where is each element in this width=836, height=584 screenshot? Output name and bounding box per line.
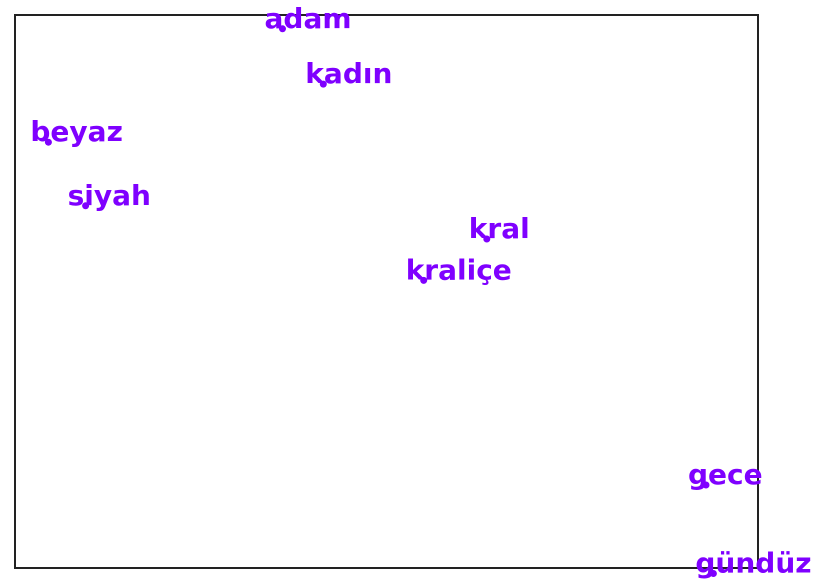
data-point-5 (420, 276, 428, 284)
data-point-3 (82, 202, 90, 210)
point-label-4: kral (469, 212, 530, 245)
point-label-3: siyah (68, 179, 151, 212)
data-point-4 (483, 235, 491, 243)
data-point-2 (44, 138, 52, 146)
point-label-2: beyaz (30, 115, 122, 148)
data-point-7 (709, 570, 717, 577)
point-label-1: kadın (305, 57, 392, 90)
data-point-6 (702, 481, 710, 489)
point-label-0: adam (265, 2, 352, 35)
plot-area (14, 14, 759, 569)
point-label-6: gece (688, 458, 763, 491)
data-point-0 (279, 25, 286, 33)
point-label-7: gündüz (695, 547, 811, 580)
point-label-5: kraliçe (406, 253, 512, 286)
data-point-1 (319, 80, 327, 88)
scatter-marks: adam kadın beyaz siyah kral kraliçe gece gündüz (30, 2, 811, 580)
